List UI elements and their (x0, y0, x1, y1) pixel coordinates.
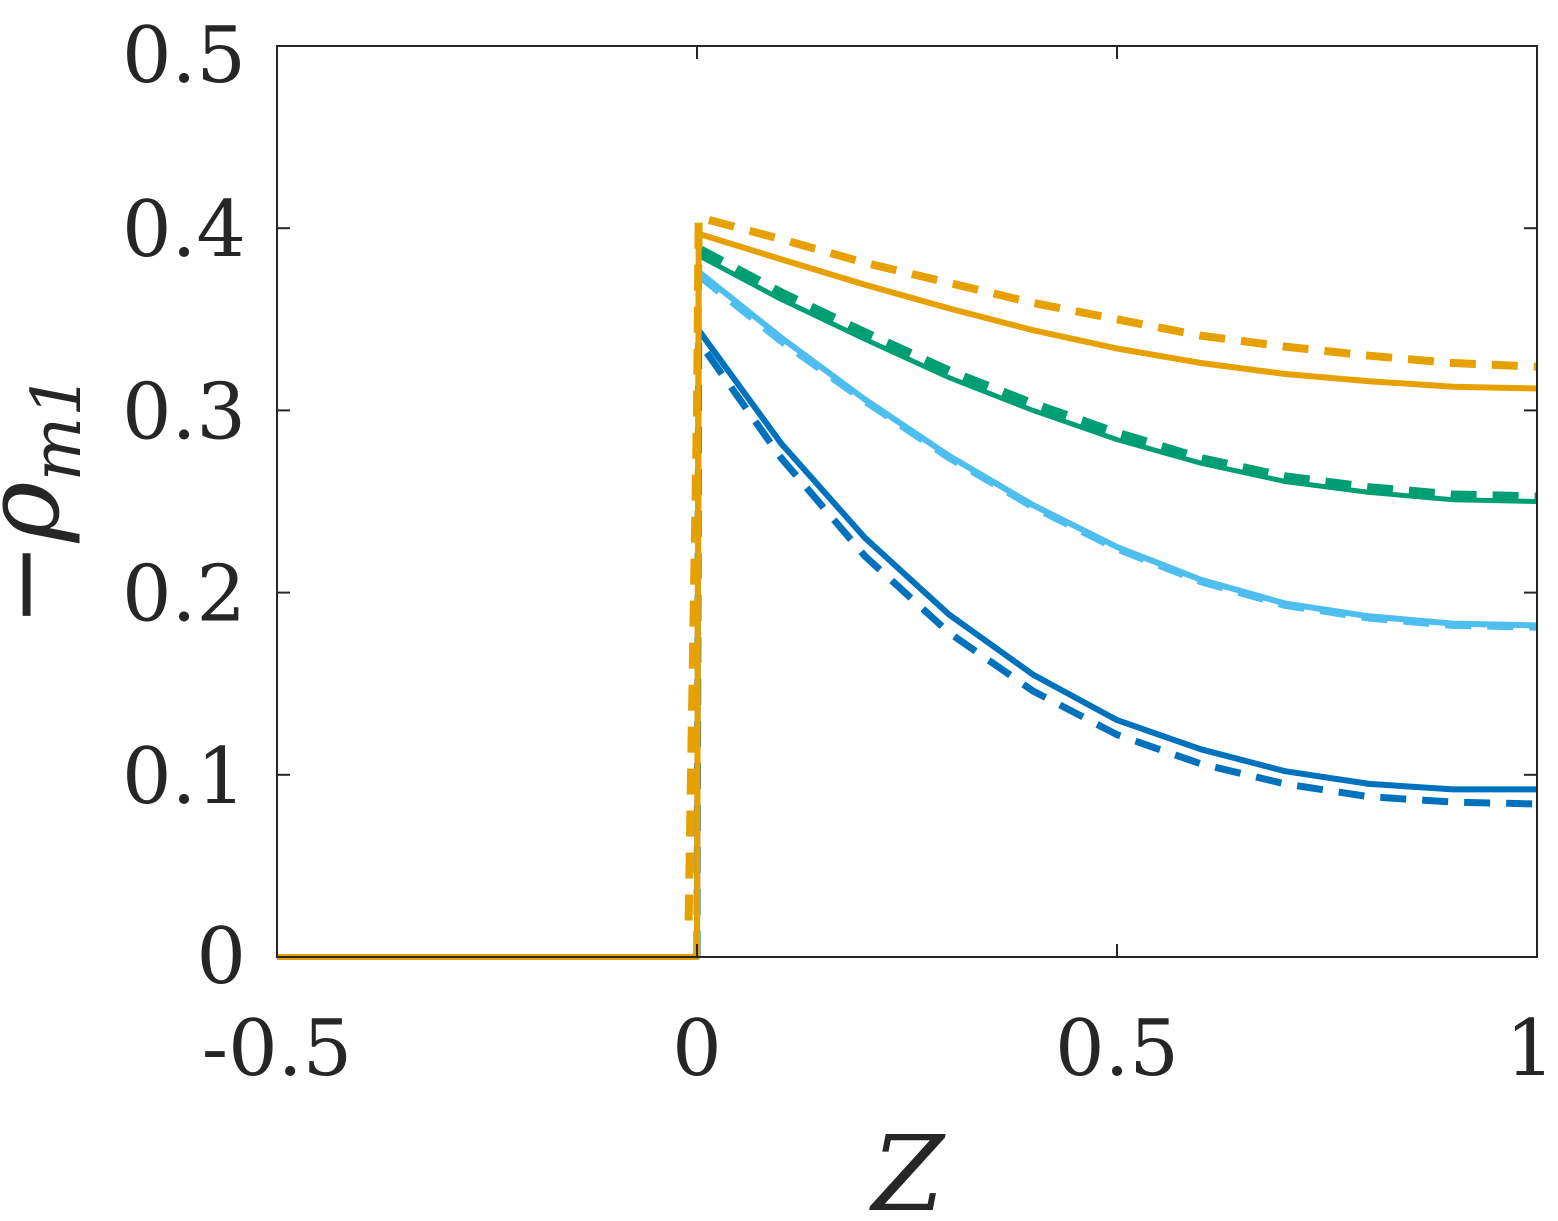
x-tick-label: 0 (672, 1004, 722, 1094)
y-tick-label: 0 (196, 912, 246, 1002)
x-tick-label: 1 (1505, 1004, 1555, 1094)
series-line-7-dashed (684, 213, 1538, 921)
y-axis-label-subscript: m1 (18, 374, 97, 482)
y-tick-label: 0.1 (122, 732, 246, 822)
tick-marks (276, 45, 1538, 958)
y-axis-label-symbol: ρ (0, 481, 83, 543)
y-tick-label: 0.3 (122, 367, 246, 457)
series-layer (277, 213, 1538, 960)
series-line-6-dashed (696, 245, 1538, 504)
tick-labels: -0.5 0 0.5 100.10.20.30.40.5 (122, 11, 1555, 1094)
plot-frame (276, 45, 1538, 958)
y-axis-label: −ρm1 (0, 374, 97, 627)
y-tick-label: 0.2 (122, 550, 246, 640)
y-tick-label: 0.4 (122, 185, 246, 275)
x-tick-label: -0.5 (202, 1004, 352, 1094)
y-axis-label-prefix: − (0, 543, 82, 627)
series-line-8-solid (277, 230, 1538, 960)
series-line-4-dashed (696, 272, 1538, 631)
x-tick-label: 0.5 (1055, 1004, 1179, 1094)
y-tick-label: 0.5 (122, 11, 246, 101)
x-axis-label: Z (869, 1113, 946, 1221)
series-line-2-dashed (693, 337, 1538, 958)
series-line-3-solid (694, 268, 1538, 958)
